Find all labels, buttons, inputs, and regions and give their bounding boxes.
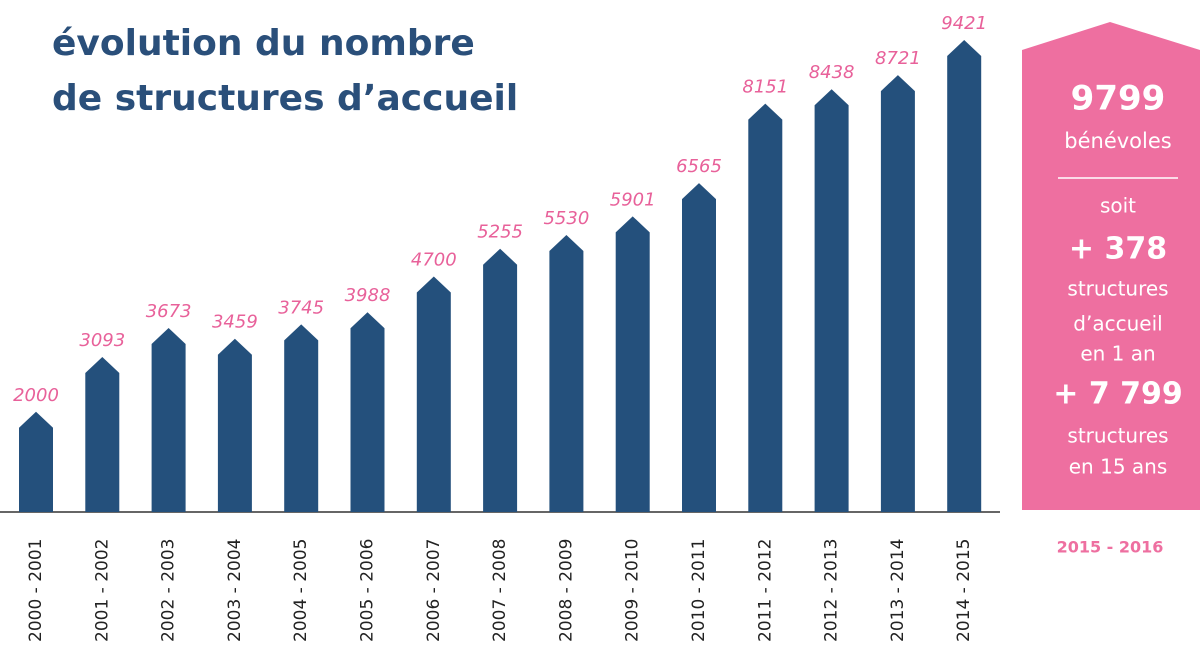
summary-figure: + 7 799	[1053, 377, 1183, 412]
x-tick-label: 2010 - 2011	[689, 539, 709, 642]
x-tick-label: 2004 - 2005	[291, 539, 311, 642]
value-label: 5255	[477, 222, 523, 243]
summary-text: d’accueil	[1073, 312, 1162, 336]
summary-text: soit	[1100, 194, 1136, 218]
bar	[549, 234, 584, 512]
x-tick-label: 2009 - 2010	[623, 539, 643, 642]
value-label: 8438	[809, 62, 855, 83]
value-label: 6565	[676, 156, 722, 177]
bar	[284, 324, 319, 512]
bar	[151, 327, 186, 512]
value-label: 9421	[941, 13, 987, 34]
x-tick-label: 2007 - 2008	[490, 539, 510, 642]
bar	[947, 40, 982, 512]
chart-title: de structures d’accueil	[52, 78, 518, 119]
x-tick-label: 2011 - 2012	[755, 539, 775, 642]
x-tick-label: 2002 - 2003	[159, 539, 179, 642]
bar	[483, 248, 518, 512]
bar	[416, 276, 451, 512]
bar	[615, 216, 650, 512]
x-tick-label: 2003 - 2004	[225, 539, 245, 642]
summary-text: en 1 an	[1080, 342, 1155, 366]
bar	[748, 103, 783, 513]
bar	[880, 75, 915, 512]
bar	[217, 338, 252, 512]
x-tick-label: 2014 - 2015	[954, 539, 974, 642]
value-label: 5530	[543, 208, 589, 229]
value-label: 8721	[875, 48, 921, 69]
period-label: 2015 - 2016	[1057, 538, 1164, 557]
x-tick-label: 2008 - 2009	[556, 539, 576, 642]
volunteers-label: bénévoles	[1064, 129, 1171, 153]
bar	[85, 357, 120, 512]
x-tick-label: 2006 - 2007	[424, 539, 444, 642]
summary-text: structures	[1067, 277, 1168, 301]
x-tick-label: 2012 - 2013	[822, 539, 842, 642]
summary-text: en 15 ans	[1069, 455, 1168, 479]
summary-text: structures	[1067, 424, 1168, 448]
value-label: 3093	[79, 330, 125, 351]
summary-figure: + 378	[1069, 232, 1167, 267]
bar	[682, 183, 716, 512]
value-label: 3673	[146, 301, 192, 322]
volunteers-count: 9799	[1071, 79, 1166, 119]
x-tick-label: 2005 - 2006	[358, 539, 378, 642]
summary-panel	[1022, 22, 1200, 510]
value-label: 3459	[212, 312, 258, 333]
bar	[19, 411, 53, 512]
x-tick-label: 2013 - 2014	[888, 539, 908, 642]
bar	[814, 89, 849, 513]
value-label: 3988	[345, 285, 391, 306]
value-label: 4700	[411, 250, 457, 271]
value-label: 8151	[742, 77, 788, 98]
value-label: 2000	[13, 385, 59, 406]
chart-title: évolution du nombre	[52, 23, 475, 64]
value-label: 3745	[278, 297, 324, 318]
x-tick-label: 2001 - 2002	[92, 539, 112, 642]
bar	[350, 312, 385, 512]
x-tick-label: 2000 - 2001	[26, 539, 46, 642]
value-label: 5901	[610, 189, 656, 210]
